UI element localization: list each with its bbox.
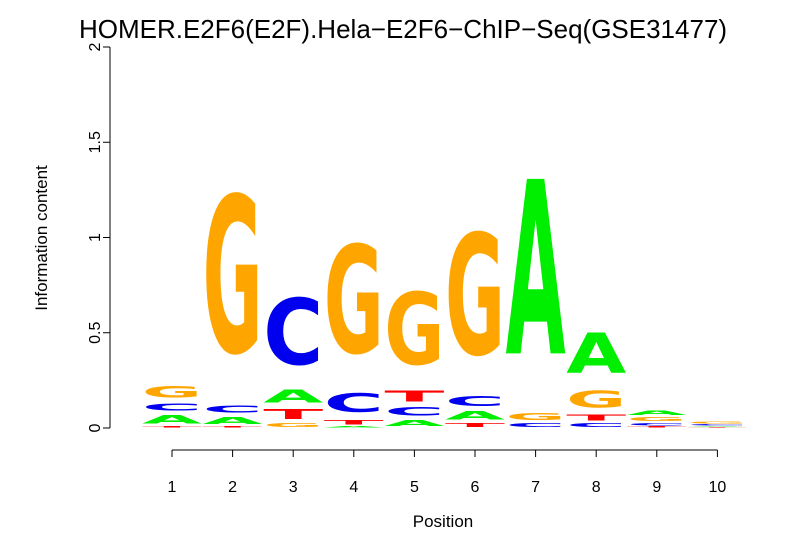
logo-letter-c: C	[384, 405, 444, 418]
logo-letter-a: A	[445, 409, 505, 422]
logo-letter-t: T	[142, 426, 203, 428]
logo-letter-c: C	[566, 422, 626, 428]
y-tick-label: 1	[87, 233, 104, 242]
x-tick-label: 9	[652, 479, 661, 496]
logo-letter-g: G	[506, 411, 566, 422]
y-axis: 0 0.5 1 1.5 2	[87, 42, 111, 432]
logo-letter-g: G	[203, 152, 263, 402]
logo-letter-t: T	[263, 407, 323, 422]
logo-letter-a: A	[142, 413, 202, 426]
logo-letter-g: G	[263, 422, 323, 428]
logo-letter-a: A	[506, 131, 566, 410]
logo-letter-g: G	[566, 386, 626, 413]
logo-letter-a: A	[627, 409, 688, 417]
logo-letter-c: C	[445, 394, 505, 409]
x-axis: 1 2 3 4 5 6 7 8 9 10	[168, 449, 727, 496]
x-axis-label: Position	[413, 512, 473, 531]
logo-letter-g: G	[445, 201, 505, 394]
y-tick-label: 2	[87, 42, 104, 51]
x-tick-label: 4	[349, 479, 358, 496]
logo-letter-g: G	[687, 421, 747, 424]
logo-letter-a: A	[263, 387, 324, 408]
x-tick-label: 5	[410, 479, 419, 496]
x-tick-label: 8	[592, 479, 601, 496]
logo-letter-a: A	[324, 426, 385, 428]
x-tick-label: 1	[168, 479, 177, 496]
logo-letter-a: A	[687, 426, 748, 427]
logo-letter-t: T	[203, 426, 264, 428]
logo-letter-g: G	[324, 215, 384, 387]
logo-letter-c: C	[324, 389, 384, 419]
logo-letter-t: T	[566, 413, 627, 423]
y-tick-label: 1.5	[87, 131, 104, 153]
logo-letter-t: T	[627, 426, 688, 428]
logo-letter-t: T	[384, 388, 444, 405]
x-tick-label: 10	[709, 479, 727, 496]
logo-letter-c: C	[506, 422, 566, 428]
logo-letter-c: C	[687, 424, 747, 426]
logo-letter-g: G	[142, 383, 202, 402]
logo-letter-c: C	[263, 281, 323, 386]
logo-letter-g: G	[627, 417, 687, 423]
x-tick-label: 7	[531, 479, 540, 496]
logo-letter-a: A	[566, 321, 626, 386]
logo-letter-t: T	[324, 418, 385, 426]
logo-letter-a: A	[203, 415, 263, 426]
y-tick-label: 0	[87, 423, 104, 432]
logo-letter-c: C	[627, 422, 687, 426]
x-tick-label: 6	[471, 479, 480, 496]
logo-letter-t: T	[687, 427, 748, 428]
logo-letter-c: C	[203, 403, 263, 414]
logo-letter-c: C	[142, 401, 202, 412]
x-tick-label: 3	[289, 479, 298, 496]
y-tick-label: 0.5	[87, 322, 104, 344]
logo-letter-a: A	[384, 419, 444, 428]
logo-letter-t: T	[445, 422, 506, 428]
logo-letter-g: G	[384, 272, 444, 388]
x-tick-label: 2	[228, 479, 237, 496]
chart-title: HOMER.E2F6(E2F).Hela−E2F6−ChIP−Seq(GSE31…	[79, 14, 727, 44]
y-axis-label: Information content	[32, 165, 51, 311]
